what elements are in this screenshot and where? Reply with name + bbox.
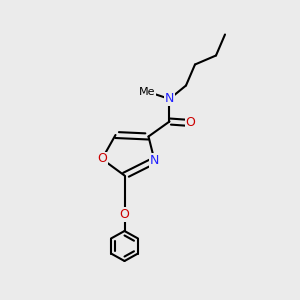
- Text: O: O: [120, 208, 129, 221]
- Text: N: N: [165, 92, 174, 106]
- Text: O: O: [186, 116, 195, 130]
- Text: O: O: [97, 152, 107, 166]
- Text: N: N: [150, 154, 159, 167]
- Text: Me: Me: [139, 86, 155, 97]
